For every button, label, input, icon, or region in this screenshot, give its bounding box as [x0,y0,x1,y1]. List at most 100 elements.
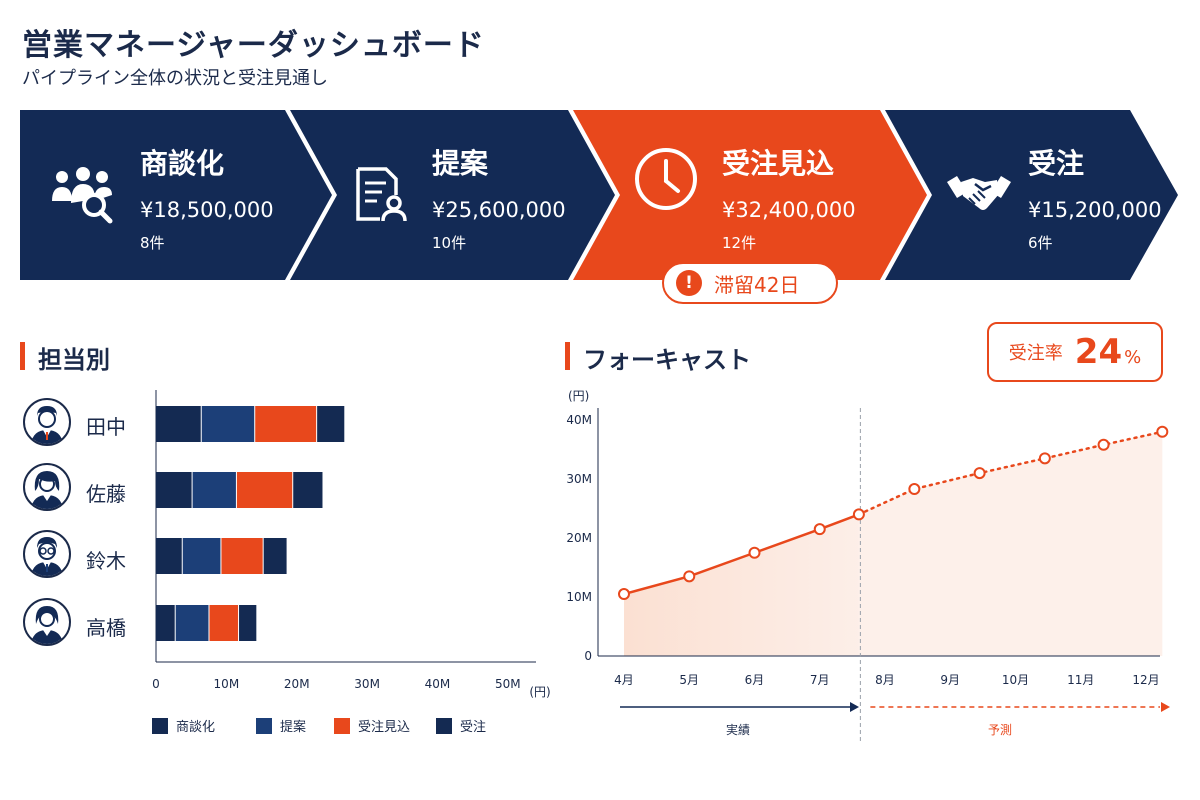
clock-icon [635,148,697,210]
actual-point [813,523,826,536]
alert-icon: ! [676,270,702,296]
x-tick-label: 4月 [614,673,634,687]
stage-count-1: 8件 [140,234,165,252]
pipeline-strip [20,110,1178,280]
bar-segment-4 [317,406,345,442]
y-tick-label: 0 [584,649,592,663]
bar-segment-4 [263,538,287,574]
x-tick-label: 6月 [745,673,765,687]
legend-swatch [152,717,168,734]
stall-badge[interactable]: ! 滞留42日 [662,262,838,304]
stage-shape-1[interactable] [20,110,332,280]
avatar-tanaka [23,398,71,446]
x-tick-label: 8月 [875,673,895,687]
bar-segment-1 [156,538,182,574]
rep-name-4: 高橋 [86,616,126,640]
y-tick-label: 30M [566,472,592,486]
bar-segment-3 [236,472,293,508]
avatar-suzuki [23,530,71,578]
win-rate-value: 24 [1074,332,1123,372]
people-search-icon [52,167,113,224]
stage-name-3: 受注見込 [722,147,835,180]
page-title: 営業マネージャーダッシュボード [22,28,485,63]
bar-chart: 0 10M 20M 30M 40M 50M (円) [152,390,551,699]
x-tick-label: 40M [425,677,451,691]
x-tick-label: 20M [284,677,310,691]
avatar-takahashi [23,598,71,646]
section-accent [20,342,25,370]
stage-shape-2[interactable] [290,110,615,280]
actual-point [852,508,865,521]
y-tick-label: 20M [566,531,592,545]
person-female-icon [31,606,63,644]
bar-segment-3 [221,538,263,574]
legend-label: 受注見込 [358,720,411,735]
stage-shape-3[interactable] [573,110,927,280]
stage-count-3: 12件 [722,234,757,252]
stage-name-2: 提案 [432,147,489,180]
forecast-point [1038,452,1051,465]
forecast-point [908,483,921,496]
stage-name-1: 商談化 [140,147,225,180]
stage-count-4: 6件 [1028,234,1053,252]
win-rate-label: 受注率 [1008,343,1063,364]
win-rate-box: 受注率 24 % [987,322,1163,382]
page-subtitle: パイプライン全体の状況と受注見通し [22,68,328,89]
stage-amount-1: ¥18,500,000 [140,198,274,222]
y-tick-label: 40M [566,413,592,427]
bar-segment-4 [293,472,323,508]
bar-segment-2 [192,472,236,508]
legend-item-4: 受注 [436,716,486,735]
bar-segment-3 [255,406,317,442]
actual-period-label: 実績 [726,722,750,737]
legend-swatch [436,717,452,734]
section-title-by-rep: 担当別 [38,346,110,374]
person-female-icon [31,471,63,509]
stage-shape-4[interactable] [885,110,1178,280]
rep-name-1: 田中 [86,415,126,439]
handshake-icon [947,176,1011,210]
rep-name-2: 佐藤 [86,482,126,506]
legend-item-1: 商談化 [152,716,215,735]
x-tick-label: 0 [152,677,160,691]
bar-segment-3 [209,605,239,641]
bar-segment-2 [182,538,221,574]
x-tick-label: 30M [354,677,380,691]
x-tick-label: 7月 [810,673,830,687]
stage-name-4: 受注 [1028,147,1085,180]
forecast-area [858,431,1163,656]
x-tick-label: 10月 [1002,673,1029,687]
bar-segment-1 [156,472,192,508]
stage-amount-4: ¥15,200,000 [1028,198,1162,222]
avatar-sato [23,463,71,511]
forecast-arrow-head [1161,702,1170,712]
actual-point [748,546,761,559]
legend-item-3: 受注見込 [334,716,410,735]
rep-name-3: 鈴木 [86,549,126,573]
x-tick-label: 5月 [679,673,699,687]
forecast-line [857,430,1164,516]
stage-count-2: 10件 [432,234,467,252]
bar-segment-4 [239,605,257,641]
section-accent [565,342,570,370]
actual-point [683,570,696,583]
x-tick-label: 12月 [1132,673,1159,687]
bar-segment-2 [175,605,209,641]
x-tick-label: 10M [214,677,240,691]
document-person-icon [356,167,407,222]
x-tick-label: 50M [495,677,521,691]
legend-item-2: 提案 [256,716,306,735]
legend-label: 受注 [460,720,487,735]
y-tick-label: 10M [566,590,592,604]
x-tick-label: 9月 [940,673,960,687]
x-axis-unit: (円) [529,685,550,699]
actual-area [624,514,859,656]
person-glasses-icon [31,537,63,576]
bar-segment-1 [156,406,201,442]
y-axis-unit: (円) [568,389,589,403]
actual-arrow-head [850,702,859,712]
forecast-point [1156,425,1169,438]
legend-label: 商談化 [176,720,216,735]
bar-segment-1 [156,605,175,641]
